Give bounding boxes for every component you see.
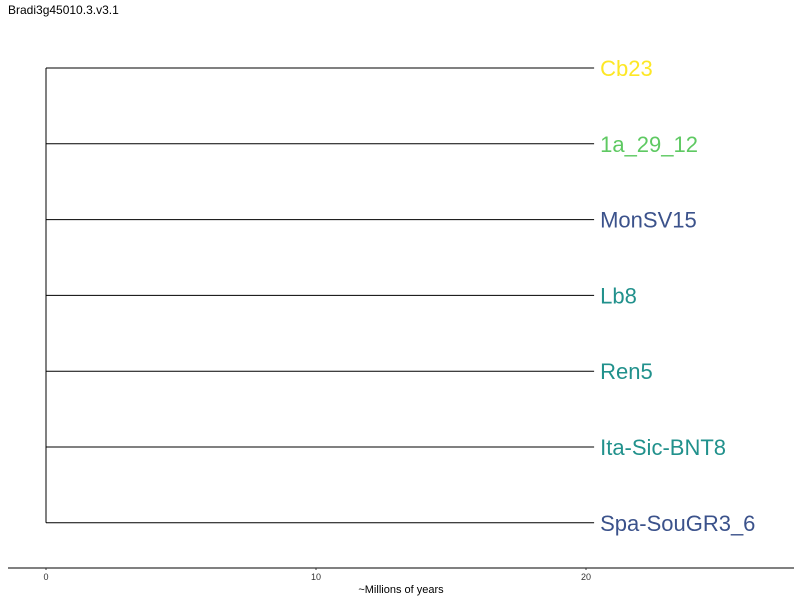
leaf-label-4: Ren5 xyxy=(600,359,653,384)
x-tick-label-0: 0 xyxy=(43,572,48,582)
leaf-label-3: Lb8 xyxy=(600,283,637,308)
x-axis-ticks: 0 10 20 xyxy=(43,568,591,582)
leaf-labels: Cb23 1a_29_12 MonSV15 Lb8 Ren5 Ita-Sic-BNT8 Sp… xyxy=(600,56,755,536)
x-axis: 0 10 20 ~Millions of years xyxy=(8,567,794,596)
x-tick-label-2: 20 xyxy=(581,572,591,582)
x-tick-label-1: 10 xyxy=(311,572,321,582)
leaf-label-2: MonSV15 xyxy=(600,208,697,233)
leaf-label-0: Cb23 xyxy=(600,56,653,81)
x-axis-title: ~Millions of years xyxy=(358,584,444,596)
leaf-label-1: 1a_29_12 xyxy=(600,132,698,157)
chart-title: Bradi3g45010.3.v3.1 xyxy=(8,3,119,17)
leaf-label-6: Spa-SouGR3_6 xyxy=(600,511,755,536)
tree-branches xyxy=(45,67,595,524)
leaf-label-5: Ita-Sic-BNT8 xyxy=(600,435,726,460)
